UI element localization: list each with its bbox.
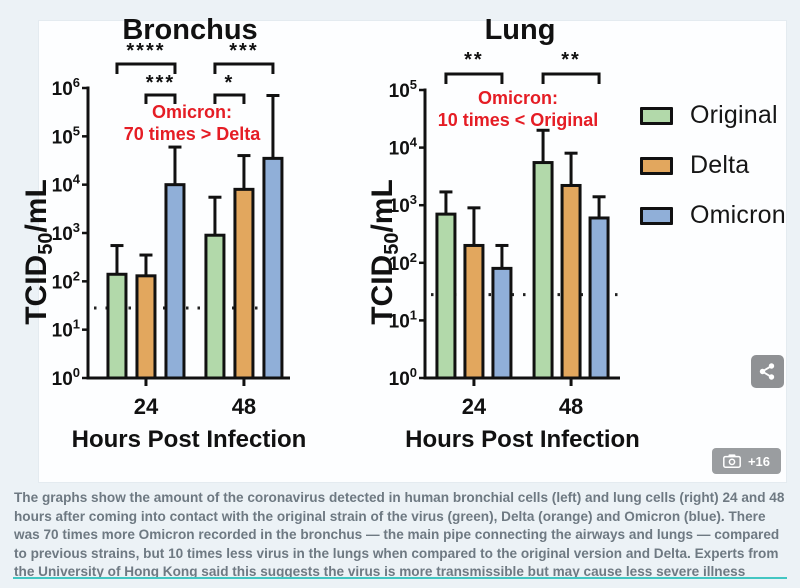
share-button[interactable] <box>751 355 784 388</box>
bar-original-48h <box>204 195 226 380</box>
y-tick-label: 102 <box>52 268 80 293</box>
y-tick-label: 103 <box>52 220 80 245</box>
significance-label: *** <box>146 72 175 94</box>
bar-rect <box>532 161 554 380</box>
bar-rect <box>262 156 284 380</box>
y-tick-label: 102 <box>389 250 417 275</box>
bar-omicron-24h <box>491 243 513 380</box>
significance-label: ** <box>561 49 581 71</box>
bar-rect <box>106 272 128 380</box>
chart-title: Bronchus <box>122 14 257 46</box>
legend-item-original: Original <box>640 101 786 130</box>
significance-bracket <box>541 72 601 84</box>
legend-item-delta: Delta <box>640 151 786 180</box>
bar-rect <box>135 274 157 380</box>
bar-original-48h <box>532 128 554 380</box>
x-axis-label: Hours Post Infection <box>72 426 307 453</box>
x-tick-label: 48 <box>559 394 583 419</box>
x-tick-label: 24 <box>462 394 487 419</box>
annotation-text: Omicron: <box>152 102 232 122</box>
lung-chart: 100 101 102 103 104 105 24 48 Lung Hours Post Inf… <box>366 14 640 453</box>
legend-label-delta: Delta <box>690 151 750 179</box>
section-divider <box>13 577 787 579</box>
chart-title: Lung <box>485 14 556 46</box>
y-tick-label: 101 <box>389 307 417 332</box>
bar-omicron-48h <box>262 93 284 380</box>
bar-rect <box>588 216 610 380</box>
significance-bracket <box>115 62 177 74</box>
y-tick-label: 100 <box>389 365 417 390</box>
significance-label: **** <box>126 40 165 62</box>
x-tick-label: 24 <box>134 394 159 419</box>
y-tick-label: 103 <box>389 192 417 217</box>
figure-panel <box>38 20 787 483</box>
x-axis-label: Hours Post Infection <box>405 426 640 453</box>
bar-rect <box>204 233 226 380</box>
bar-delta-48h <box>560 151 582 380</box>
annotation-text: 70 times > Delta <box>124 124 262 144</box>
legend-swatch-original <box>640 106 673 125</box>
bar-rect <box>463 243 485 380</box>
significance-bracket <box>144 93 177 104</box>
annotation-text: 10 times < Original <box>438 110 599 130</box>
significance-bracket <box>213 62 275 74</box>
bar-omicron-48h <box>588 195 610 380</box>
chart-legend: Original Delta Omicron <box>640 101 786 230</box>
figure-caption: The graphs show the amount of the corona… <box>14 490 785 579</box>
y-tick-label: 105 <box>52 123 80 148</box>
y-tick-label: 104 <box>52 172 81 197</box>
x-tick-label: 48 <box>232 394 256 419</box>
bar-original-24h <box>106 244 128 380</box>
bar-rect <box>233 187 255 380</box>
legend-label-original: Original <box>690 101 778 129</box>
significance-label: * <box>225 72 235 94</box>
bar-rect <box>491 266 513 380</box>
bar-delta-24h <box>135 253 157 380</box>
legend-label-omicron: Omicron <box>690 201 786 229</box>
significance-label: *** <box>229 40 258 62</box>
y-tick-label: 101 <box>52 317 80 342</box>
camera-icon <box>723 454 741 468</box>
bar-delta-24h <box>463 206 485 380</box>
y-tick-label: 104 <box>389 135 418 160</box>
bronchus-chart: 100 101 102 103 104 105 106 24 48 Bronchus Hours P… <box>20 14 306 453</box>
legend-swatch-delta <box>640 156 673 175</box>
y-axis-label: TCID50/mL <box>366 179 403 325</box>
bar-rect <box>435 212 457 380</box>
bar-omicron-24h <box>164 145 186 380</box>
bar-original-24h <box>435 190 457 380</box>
significance-bracket <box>213 93 246 104</box>
legend-swatch-omicron <box>640 206 673 225</box>
bar-rect <box>560 183 582 380</box>
y-tick-label: 100 <box>52 365 80 390</box>
share-icon <box>759 363 775 380</box>
bar-rect <box>164 183 186 380</box>
significance-bracket <box>444 72 504 84</box>
photo-count: +16 <box>747 453 771 469</box>
annotation-text: Omicron: <box>478 88 558 108</box>
bar-delta-48h <box>233 154 255 380</box>
y-axis-label: TCID50/mL <box>20 179 57 325</box>
legend-item-omicron: Omicron <box>640 201 786 230</box>
y-tick-label: 105 <box>389 77 417 102</box>
significance-label: ** <box>464 49 484 71</box>
y-tick-label: 106 <box>52 75 80 100</box>
photo-count-badge[interactable]: +16 <box>712 448 781 474</box>
